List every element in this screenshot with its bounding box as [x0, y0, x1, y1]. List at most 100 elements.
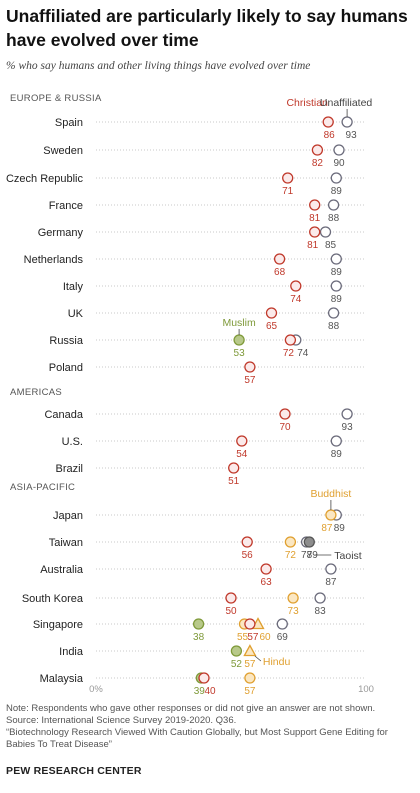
value-label-singapore-hindu: 60: [259, 632, 271, 643]
value-label-u-s-christian: 54: [236, 449, 248, 460]
value-label-russia-christian: 72: [283, 348, 295, 359]
marker-malaysia-buddhist: [244, 672, 256, 684]
country-label-brazil: Brazil: [55, 463, 83, 475]
marker-south-korea-christian: [225, 592, 237, 604]
marker-uk-christian: [265, 307, 278, 319]
marker-malaysia-christian: [198, 672, 210, 684]
value-label-singapore-unaffiliated: 69: [277, 632, 289, 643]
value-label-australia-christian: 63: [261, 577, 273, 588]
chart-note: Note: Respondents who gave other respons…: [6, 703, 376, 714]
value-label-malaysia-christian: 40: [204, 686, 216, 697]
country-label-sweden: Sweden: [43, 145, 83, 157]
country-label-netherlands: Netherlands: [24, 254, 84, 266]
country-label-taiwan: Taiwan: [49, 537, 83, 549]
country-label-india: India: [59, 646, 84, 658]
value-label-russia-muslim: 53: [234, 348, 246, 359]
country-label-france: France: [49, 200, 83, 212]
dot-plot-chart: EUROPE & RUSSIA Spain 86 93 Sweden 82 90 Czech …: [6, 93, 374, 697]
value-label-poland-christian: 57: [244, 375, 256, 386]
value-label-netherlands-christian: 68: [274, 267, 286, 278]
marker-germany-unaffiliated: [319, 226, 332, 238]
chart-subtitle: % who say humans and other living things…: [6, 60, 311, 72]
marker-australia-unaffiliated: [325, 563, 337, 575]
legend-label-taoist: Taoist: [334, 550, 362, 562]
marker-canada-unaffiliated: [341, 408, 353, 420]
value-label-singapore-christian: 57: [247, 632, 259, 643]
value-label-south-korea-unaffiliated: 83: [315, 606, 327, 617]
value-label-japan-buddhist: 87: [321, 523, 333, 534]
marker-taiwan-buddhist: [284, 536, 297, 548]
value-label-singapore-buddhist: 55: [237, 632, 249, 643]
country-label-poland: Poland: [49, 362, 83, 374]
country-label-czech-republic: Czech Republic: [6, 173, 84, 185]
value-label-italy-unaffiliated: 89: [331, 294, 343, 305]
marker-czech-republic-christian: [282, 172, 294, 184]
marker-singapore-christian: [244, 618, 256, 630]
marker-australia-christian: [260, 563, 272, 575]
region-label-americas: AMERICAS: [10, 387, 62, 398]
value-label-italy-christian: 74: [290, 294, 302, 305]
marker-uk-unaffiliated: [327, 307, 340, 319]
marker-russia-christian: [284, 334, 297, 346]
marker-singapore-muslim: [192, 618, 205, 630]
country-label-russia: Russia: [49, 335, 84, 347]
chart-title: Unaffiliated are particularly likely to …: [6, 6, 408, 50]
value-label-south-korea-buddhist: 73: [288, 606, 300, 617]
value-label-japan-unaffiliated: 89: [334, 523, 346, 534]
value-label-malaysia-muslim: 39: [194, 686, 206, 697]
value-label-uk-christian: 65: [266, 321, 278, 332]
marker-russia-muslim: [233, 334, 245, 346]
country-label-canada: Canada: [44, 409, 83, 421]
marker-france-unaffiliated: [327, 199, 340, 211]
value-label-taiwan-buddhist: 72: [285, 550, 297, 561]
marker-italy-unaffiliated: [330, 280, 342, 292]
value-label-south-korea-christian: 50: [225, 606, 237, 617]
marker-spain-christian: [322, 116, 334, 128]
region-label-europe-russia: EUROPE & RUSSIA: [10, 93, 102, 104]
value-label-brazil-christian: 51: [228, 476, 240, 487]
marker-canada-christian: [279, 408, 291, 420]
report-title: “Biotechnology Research Viewed With Caut…: [6, 727, 388, 750]
marker-south-korea-unaffiliated: [314, 592, 326, 604]
leader-hindu: [254, 655, 262, 662]
marker-u-s-unaffiliated: [330, 435, 342, 447]
value-label-u-s-unaffiliated: 89: [331, 449, 343, 460]
legend-label-christian: Christian: [286, 97, 328, 109]
country-label-germany: Germany: [38, 227, 84, 239]
marker-netherlands-unaffiliated: [330, 253, 342, 265]
value-label-taiwan-taoist: 79: [307, 550, 319, 561]
value-label-singapore-muslim: 38: [193, 632, 205, 643]
value-label-germany-christian: 81: [307, 240, 319, 251]
marker-spain-unaffiliated: [341, 116, 353, 128]
value-label-taiwan-unaffiliated: 78: [301, 550, 313, 561]
country-label-japan: Japan: [53, 510, 83, 522]
country-label-singapore: Singapore: [33, 619, 83, 631]
legend-label-muslim: Muslim: [222, 317, 256, 329]
country-label-uk: UK: [68, 308, 84, 320]
value-label-canada-christian: 70: [279, 422, 291, 433]
region-label-asia-pacific: ASIA-PACIFIC: [10, 482, 75, 493]
value-label-france-unaffiliated: 88: [328, 213, 340, 224]
marker-sweden-unaffiliated: [333, 144, 345, 156]
value-label-taiwan-christian: 56: [242, 550, 254, 561]
legend-label-unaffiliated: Unaffiliated: [320, 97, 373, 109]
country-label-australia: Australia: [40, 564, 84, 576]
marker-germany-christian: [309, 226, 321, 238]
value-label-uk-unaffiliated: 88: [328, 321, 340, 332]
marker-sweden-christian: [311, 144, 324, 156]
marker-netherlands-christian: [273, 253, 286, 265]
country-label-malaysia: Malaysia: [40, 673, 84, 685]
x-tick-label-100: 100: [358, 684, 374, 695]
value-label-australia-unaffiliated: 87: [325, 577, 337, 588]
value-label-india-muslim: 52: [231, 659, 243, 670]
marker-italy-christian: [290, 280, 302, 292]
value-label-india-hindu: 57: [244, 659, 256, 670]
country-label-south-korea: South Korea: [22, 593, 84, 605]
pew-logo-text: PEW RESEARCH CENTER: [6, 765, 142, 777]
value-label-spain-unaffiliated: 93: [346, 130, 358, 141]
country-label-spain: Spain: [55, 117, 83, 129]
country-label-u-s: U.S.: [62, 436, 83, 448]
country-label-italy: Italy: [63, 281, 84, 293]
value-label-czech-republic-unaffiliated: 89: [331, 186, 343, 197]
marker-india-hindu: [243, 644, 257, 657]
